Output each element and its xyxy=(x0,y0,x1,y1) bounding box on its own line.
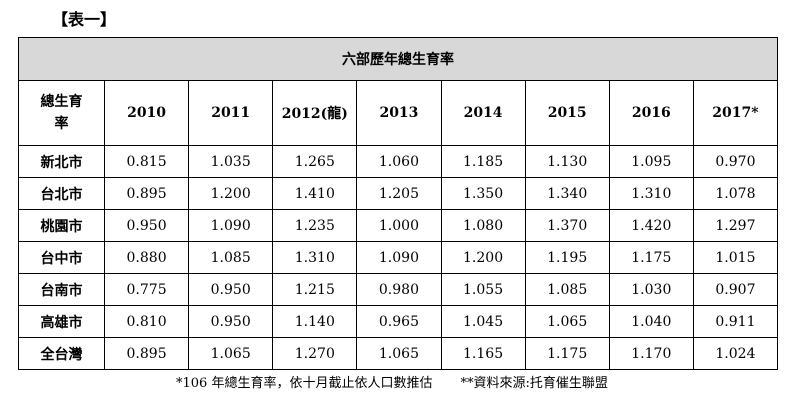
table-cell: 0.815 xyxy=(103,145,190,178)
year-header: 2014 xyxy=(440,80,526,146)
table-cell: 1.055 xyxy=(440,273,526,306)
row-label-city: 台南市 xyxy=(18,273,105,306)
table-title: 六部歷年總生育率 xyxy=(18,37,778,81)
table-cell: 1.340 xyxy=(524,177,610,210)
table-cell: 1.065 xyxy=(524,305,610,338)
table-cell: 1.200 xyxy=(188,177,274,210)
table-cell: 0.911 xyxy=(692,305,779,338)
table-cell: 1.420 xyxy=(608,209,694,242)
year-header: 2012(龍) xyxy=(272,80,358,146)
table-cell: 1.200 xyxy=(440,241,526,274)
table-cell: 0.810 xyxy=(103,305,190,338)
table-cell: 1.065 xyxy=(188,337,274,370)
table-cell: 1.195 xyxy=(524,241,610,274)
table-row: 台中市 0.880 1.085 1.310 1.090 1.200 1.195 1.175 1.… xyxy=(18,241,779,274)
table-cell: 1.140 xyxy=(272,305,358,338)
table-cell: 1.185 xyxy=(440,145,526,178)
table-cell: 1.215 xyxy=(272,273,358,306)
table-cell: 0.970 xyxy=(692,145,779,178)
table-cell: 1.297 xyxy=(692,209,779,242)
year-header: 2011 xyxy=(188,80,274,146)
table-cell: 1.000 xyxy=(356,209,442,242)
table-row: 全台灣 0.895 1.065 1.270 1.065 1.165 1.175 1.170 1.… xyxy=(18,337,779,370)
table-cell: 1.310 xyxy=(272,241,358,274)
row-label-city: 新北市 xyxy=(18,145,105,178)
row-label-city: 桃園市 xyxy=(18,209,105,242)
footnote: *106 年總生育率，依十月截止依人口數推估 **資料來源:托育催生聯盟 xyxy=(176,372,608,391)
row-label-city: 台中市 xyxy=(18,241,105,274)
table-cell: 1.065 xyxy=(356,337,442,370)
year-header: 2015 xyxy=(524,80,610,146)
table-cell: 1.350 xyxy=(440,177,526,210)
table-cell: 0.980 xyxy=(356,273,442,306)
table-cell: 1.095 xyxy=(608,145,694,178)
table-cell: 1.078 xyxy=(692,177,779,210)
table-cell: 1.175 xyxy=(524,337,610,370)
table-row: 台北市 0.895 1.200 1.410 1.205 1.350 1.340 1.310 1.… xyxy=(18,177,779,210)
year-header: 2016 xyxy=(608,80,694,146)
footnote-source: **資料來源:托育催生聯盟 xyxy=(460,376,608,391)
table-cell: 1.165 xyxy=(440,337,526,370)
table-cell: 0.775 xyxy=(103,273,190,306)
corner-label: 總生育率 xyxy=(18,80,105,146)
table-cell: 1.090 xyxy=(356,241,442,274)
fertility-table: 六部歷年總生育率 總生育率 2010 2011 2012(龍) 2013 201… xyxy=(18,37,779,370)
table-row: 新北市 0.815 1.035 1.265 1.060 1.185 1.130 1.095 0.… xyxy=(18,145,779,178)
table-caption: 【表一】 xyxy=(52,10,117,29)
table-cell: 1.170 xyxy=(608,337,694,370)
year-header: 2013 xyxy=(356,80,442,146)
table-cell: 1.370 xyxy=(524,209,610,242)
table-cell: 1.175 xyxy=(608,241,694,274)
row-label-city: 高雄市 xyxy=(18,305,105,338)
table-row: 台南市 0.775 0.950 1.215 0.980 1.055 1.085 1.030 0.… xyxy=(18,273,779,306)
table-cell: 0.965 xyxy=(356,305,442,338)
table-cell: 0.950 xyxy=(103,209,190,242)
header-row: 總生育率 2010 2011 2012(龍) 2013 2014 2015 20… xyxy=(18,80,779,146)
table-title-row: 六部歷年總生育率 xyxy=(18,37,778,81)
table-cell: 0.950 xyxy=(188,305,274,338)
year-header: 2017* xyxy=(692,80,779,146)
year-header: 2010 xyxy=(103,80,190,146)
table-cell: 1.410 xyxy=(272,177,358,210)
table-cell: 0.907 xyxy=(692,273,779,306)
table-cell: 1.090 xyxy=(188,209,274,242)
row-label-city: 全台灣 xyxy=(18,337,105,370)
table-cell: 0.895 xyxy=(103,337,190,370)
table-row: 高雄市 0.810 0.950 1.140 0.965 1.045 1.065 1.040 0.… xyxy=(18,305,779,338)
table-cell: 1.235 xyxy=(272,209,358,242)
table-cell: 1.080 xyxy=(440,209,526,242)
table-cell: 0.880 xyxy=(103,241,190,274)
table-cell: 1.310 xyxy=(608,177,694,210)
table-cell: 1.130 xyxy=(524,145,610,178)
table-cell: 1.085 xyxy=(188,241,274,274)
footnote-estimate: *106 年總生育率，依十月截止依人口數推估 xyxy=(176,376,433,391)
table-cell: 0.950 xyxy=(188,273,274,306)
table-cell: 1.030 xyxy=(608,273,694,306)
row-label-city: 台北市 xyxy=(18,177,105,210)
table-cell: 1.205 xyxy=(356,177,442,210)
table-cell: 1.024 xyxy=(692,337,779,370)
table-cell: 1.015 xyxy=(692,241,779,274)
table-cell: 1.270 xyxy=(272,337,358,370)
table-cell: 1.045 xyxy=(440,305,526,338)
table-cell: 0.895 xyxy=(103,177,190,210)
table-cell: 1.060 xyxy=(356,145,442,178)
table-row: 桃園市 0.950 1.090 1.235 1.000 1.080 1.370 1.420 1.… xyxy=(18,209,779,242)
table-cell: 1.040 xyxy=(608,305,694,338)
table-cell: 1.265 xyxy=(272,145,358,178)
corner-label-text: 總生育率 xyxy=(40,94,83,132)
table-body: 新北市 0.815 1.035 1.265 1.060 1.185 1.130 1.095 0.… xyxy=(18,145,779,370)
table-cell: 1.035 xyxy=(188,145,274,178)
table-cell: 1.085 xyxy=(524,273,610,306)
